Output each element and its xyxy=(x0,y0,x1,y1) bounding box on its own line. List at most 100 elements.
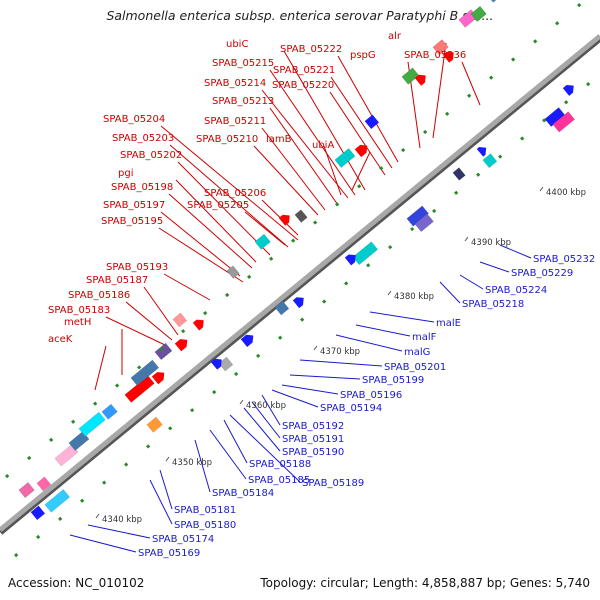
gene-block[interactable] xyxy=(294,209,308,223)
gene-block[interactable] xyxy=(401,67,420,85)
gene-block[interactable] xyxy=(452,167,466,181)
forward-gene-label[interactable]: SPAB_05195 xyxy=(101,216,163,227)
gene-block[interactable] xyxy=(274,300,290,316)
forward-gene-label[interactable]: pspG xyxy=(350,50,376,61)
forward-gene-label[interactable]: SPAB_05206 xyxy=(204,188,266,199)
forward-gene-label[interactable]: SPAB_05236 xyxy=(404,50,466,61)
gene-arrow[interactable] xyxy=(354,142,371,158)
gene-block[interactable] xyxy=(254,233,271,250)
gene-arrow[interactable] xyxy=(278,212,293,226)
forward-gene-label[interactable]: metH xyxy=(64,317,91,328)
forward-gene-label[interactable]: SPAB_05213 xyxy=(212,96,274,107)
gene-block[interactable] xyxy=(552,111,575,133)
gene-block[interactable] xyxy=(334,148,356,168)
forward-gene-label[interactable]: SPAB_05204 xyxy=(103,114,165,125)
gene-block[interactable] xyxy=(18,482,35,499)
reverse-gene-label[interactable]: SPAB_05192 xyxy=(282,421,344,432)
forward-gene-label[interactable]: SPAB_05197 xyxy=(103,200,165,211)
reverse-gene-label[interactable]: malF xyxy=(412,332,437,343)
gene-block[interactable] xyxy=(130,359,160,386)
reverse-gene-label[interactable]: SPAB_05196 xyxy=(340,390,402,401)
forward-gene-label[interactable]: SPAB_05221 xyxy=(273,65,335,76)
forward-gene-label[interactable]: SPAB_05214 xyxy=(204,78,266,89)
reverse-gene-label[interactable]: malE xyxy=(436,318,461,329)
forward-gene-label[interactable]: pgi xyxy=(118,168,133,179)
gene-arrow[interactable] xyxy=(240,332,257,347)
reverse-gene-label[interactable]: SPAB_05201 xyxy=(384,362,446,373)
forward-gene-label[interactable]: lamB xyxy=(266,134,292,145)
gene-block[interactable] xyxy=(146,416,163,433)
gene-block[interactable] xyxy=(124,375,155,403)
gene-block[interactable] xyxy=(78,411,106,437)
forward-gene-label[interactable]: SPAB_05186 xyxy=(68,290,130,301)
reverse-gene-label[interactable]: SPAB_05194 xyxy=(320,403,382,414)
gene-arrow[interactable] xyxy=(414,72,429,86)
forward-gene-label[interactable]: SPAB_05198 xyxy=(111,182,173,193)
gene-block[interactable] xyxy=(432,39,449,56)
reverse-leader-line xyxy=(229,414,301,483)
gene-arrow[interactable] xyxy=(174,336,191,352)
forward-gene-label[interactable]: SPAB_05210 xyxy=(196,134,258,145)
gene-block[interactable] xyxy=(218,356,234,372)
gene-block[interactable] xyxy=(482,153,498,169)
reverse-gene-label[interactable]: SPAB_05218 xyxy=(462,299,524,310)
gene-block[interactable] xyxy=(226,265,240,279)
reverse-gene-label[interactable]: malG xyxy=(404,347,430,358)
gene-arrow[interactable] xyxy=(192,316,207,331)
forward-gene-label[interactable]: SPAB_05183 xyxy=(48,305,110,316)
reverse-gene-label[interactable]: SPAB_05185 xyxy=(248,475,310,486)
forward-gene-label[interactable]: aceK xyxy=(48,334,73,345)
gene-block[interactable] xyxy=(36,476,52,492)
reverse-leader-line xyxy=(479,261,510,273)
gene-block[interactable] xyxy=(30,505,46,521)
track-tick xyxy=(322,299,327,304)
gene-block[interactable] xyxy=(44,489,71,513)
gene-arrow[interactable] xyxy=(292,294,307,309)
reverse-gene-label[interactable]: SPAB_05169 xyxy=(138,548,200,559)
reverse-gene-label[interactable]: SPAB_05191 xyxy=(282,434,344,445)
reverse-gene-label[interactable]: SPAB_05174 xyxy=(152,534,214,545)
reverse-gene-label[interactable]: SPAB_05188 xyxy=(249,459,311,470)
forward-gene-label[interactable]: SPAB_05215 xyxy=(212,58,274,69)
gene-arrow[interactable] xyxy=(344,251,359,266)
forward-gene-label[interactable]: SPAB_05187 xyxy=(86,275,148,286)
reverse-gene-label[interactable]: SPAB_05181 xyxy=(174,505,236,516)
gene-arrow[interactable] xyxy=(442,49,457,63)
forward-gene-label[interactable]: SPAB_05193 xyxy=(106,262,168,273)
gene-arrow[interactable] xyxy=(151,369,168,385)
gene-block[interactable] xyxy=(101,403,118,420)
forward-gene-label[interactable]: SPAB_05211 xyxy=(204,116,266,127)
reverse-leader-line xyxy=(459,274,484,290)
reverse-leader-line xyxy=(299,359,383,367)
gene-block[interactable] xyxy=(154,342,173,361)
gene-block[interactable] xyxy=(414,213,434,233)
reverse-gene-label[interactable]: SPAB_05189 xyxy=(302,478,364,489)
reverse-gene-label[interactable]: SPAB_05224 xyxy=(485,285,547,296)
reverse-gene-label[interactable]: SPAB_05190 xyxy=(282,447,344,458)
kbp-tick-label: 4370 kbp xyxy=(320,347,360,357)
gene-block[interactable] xyxy=(486,0,506,3)
reverse-gene-label[interactable]: SPAB_05232 xyxy=(533,254,595,265)
gene-arrow[interactable] xyxy=(476,144,490,157)
reverse-gene-label[interactable]: SPAB_05184 xyxy=(212,488,274,499)
forward-gene-label[interactable]: ubiA xyxy=(312,140,334,151)
gene-arrow[interactable] xyxy=(562,82,577,96)
gene-arrow[interactable] xyxy=(210,356,225,370)
reverse-gene-label[interactable]: SPAB_05229 xyxy=(511,268,573,279)
gene-block[interactable] xyxy=(172,312,188,328)
forward-gene-label[interactable]: alr xyxy=(388,31,402,42)
reverse-gene-label[interactable]: SPAB_05180 xyxy=(174,520,236,531)
forward-gene-label[interactable]: SPAB_05203 xyxy=(112,133,174,144)
forward-gene-label[interactable]: SPAB_05220 xyxy=(272,80,334,91)
forward-gene-label[interactable]: SPAB_05202 xyxy=(120,150,182,161)
gene-block[interactable] xyxy=(364,114,380,130)
forward-leader-line xyxy=(105,316,166,346)
forward-leader-line xyxy=(432,42,447,139)
gene-block[interactable] xyxy=(352,241,379,266)
reverse-gene-label[interactable]: SPAB_05199 xyxy=(362,375,424,386)
forward-gene-label[interactable]: SPAB_05205 xyxy=(187,200,249,211)
forward-gene-label[interactable]: ubiC xyxy=(226,39,248,50)
forward-gene-label[interactable]: SPAB_05222 xyxy=(280,44,342,55)
gene-block[interactable] xyxy=(470,5,487,22)
